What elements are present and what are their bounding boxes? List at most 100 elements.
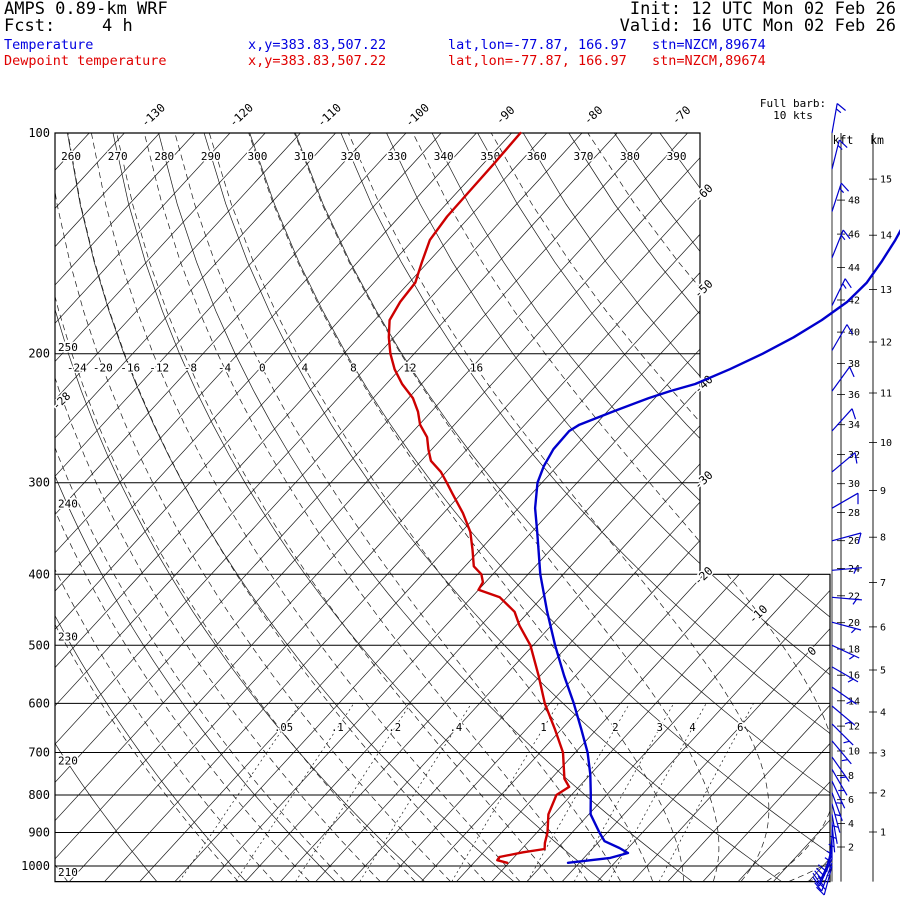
moist-adiabat-lines <box>55 133 830 882</box>
kft-tick-label: 30 <box>848 479 860 490</box>
mixing-ratio-label: .1 <box>331 722 344 734</box>
km-tick-label: 14 <box>880 231 892 242</box>
km-tick-label: 10 <box>880 438 892 449</box>
pressure-tick-label: 900 <box>28 825 50 839</box>
km-tick-label: 7 <box>880 578 886 589</box>
kft-tick-label: 40 <box>848 328 860 339</box>
kft-tick-label: 22 <box>848 591 860 602</box>
dry-adiabat-label: 310 <box>294 150 314 163</box>
dry-adiabat-label: 220 <box>58 755 78 768</box>
valid-time: Valid: 16 UTC Mon 02 Feb 26 <box>619 16 896 36</box>
isotherm-label-top: -120 <box>226 100 256 129</box>
kft-tick-label: 12 <box>848 722 860 733</box>
isotherm-label-top: -70 <box>669 103 694 127</box>
isotherm-label-top: -110 <box>314 100 344 129</box>
dry-adiabat-label: 230 <box>58 630 78 643</box>
pressure-tick-label: 600 <box>28 696 50 710</box>
dry-adiabat-label: 330 <box>387 150 407 163</box>
forecast-hour-label: Fcst: <box>4 16 56 36</box>
moist-adiabat-label: -24 <box>67 362 87 375</box>
legend-temperature-label: Temperature <box>4 37 94 53</box>
mixing-ratio-label: .2 <box>388 722 401 734</box>
moist-adiabat-label: -16 <box>120 362 140 375</box>
moist-adiabat-label: 8 <box>350 362 357 375</box>
dry-adiabat-lines <box>55 133 830 882</box>
km-tick-label: 9 <box>880 486 886 497</box>
wind-barbs <box>812 103 862 896</box>
dry-adiabat-label: 270 <box>108 150 128 163</box>
mixing-ratio-label: .4 <box>450 722 463 734</box>
pressure-tick-label: 800 <box>28 788 50 802</box>
moist-adiabat-label: -4 <box>218 362 232 375</box>
barb-note-line2: 10 kts <box>773 109 813 122</box>
km-tick-label: 6 <box>880 622 886 633</box>
moist-adiabat-label: 0 <box>259 362 266 375</box>
pressure-tick-label: 200 <box>28 347 50 361</box>
app-title: AMPS 0.89-km WRF <box>4 0 168 19</box>
kft-tick-label: 26 <box>848 536 860 547</box>
moist-adiabat-label: 12 <box>403 362 416 375</box>
mixing-ratio-label: 4 <box>689 722 695 734</box>
moist-adiabat-label: 4 <box>301 362 308 375</box>
km-tick-label: 15 <box>880 175 892 186</box>
km-tick-label: 12 <box>880 338 892 349</box>
dry-adiabat-label: 380 <box>620 150 640 163</box>
isotherm-label-top: -80 <box>581 103 606 127</box>
kft-tick-label: 6 <box>848 795 854 806</box>
dry-adiabat-label: 360 <box>527 150 547 163</box>
mixing-ratio-label: 1 <box>540 722 546 734</box>
pressure-tick-label: 700 <box>28 745 50 759</box>
kft-tick-label: 18 <box>848 645 860 656</box>
dry-adiabat-label: 210 <box>58 866 78 879</box>
dry-adiabat-label: 250 <box>58 341 78 354</box>
isotherm-lines <box>55 133 830 882</box>
isotherm-label-right: -10 <box>746 602 771 626</box>
kft-tick-label: 24 <box>848 564 860 575</box>
km-tick-label: 5 <box>880 665 886 676</box>
barb-note-line1: Full barb: <box>760 97 826 110</box>
moist-adiabat-label: 16 <box>470 362 483 375</box>
pressure-gridlines <box>54 132 833 883</box>
mixing-ratio-label: 2 <box>612 722 618 734</box>
km-tick-label: 3 <box>880 748 886 759</box>
kft-tick-label: 38 <box>848 359 860 370</box>
km-axis-title: km <box>870 133 884 147</box>
km-tick-label: 2 <box>880 788 886 799</box>
dewpoint-curve <box>387 131 571 864</box>
pressure-tick-label: 1000 <box>21 859 50 873</box>
legend-dewpoint-xy: x,y=383.83,507.22 <box>248 53 387 69</box>
legend-temperature-station: stn=NZCM,89674 <box>652 37 766 53</box>
kft-tick-label: 28 <box>848 508 860 519</box>
legend-temperature-xy: x,y=383.83,507.22 <box>248 37 387 53</box>
mixing-ratio-label: 6 <box>737 722 743 734</box>
kft-tick-label: 20 <box>848 618 860 629</box>
barb-note: Full barb:10 kts <box>760 97 826 122</box>
legend-dewpoint-latlon: lat,lon=-77.87, 166.97 <box>448 53 627 69</box>
kft-axis-title: kft <box>833 133 854 147</box>
kft-tick-label: 36 <box>848 390 860 401</box>
mixing-ratio-label: 3 <box>657 722 663 734</box>
moist-adiabat-label: -12 <box>149 362 169 375</box>
isotherm-label-right: -30 <box>691 468 716 492</box>
kft-tick-label: 48 <box>848 196 860 207</box>
kft-tick-label: 2 <box>848 843 854 854</box>
dry-adiabat-label: 240 <box>58 497 78 510</box>
height-axis-kft: kft2468101214161820222426283032343638404… <box>833 133 860 882</box>
km-tick-label: 8 <box>880 533 886 544</box>
kft-tick-label: 16 <box>848 671 860 682</box>
pressure-tick-label: 500 <box>28 638 50 652</box>
kft-tick-label: 42 <box>848 296 860 307</box>
kft-tick-label: 32 <box>848 450 860 461</box>
kft-tick-label: 8 <box>848 771 854 782</box>
isotherm-label-top: -90 <box>493 103 518 127</box>
moist-adiabat-label: -28 <box>50 390 73 413</box>
legend-dewpoint-label: Dewpoint temperature <box>4 53 167 69</box>
dry-adiabat-label: 260 <box>61 150 81 163</box>
kft-tick-label: 4 <box>848 819 854 830</box>
mixing-ratio-lines <box>179 703 754 882</box>
km-tick-label: 1 <box>880 828 886 839</box>
temperature-curve <box>533 228 900 864</box>
isotherm-label-right: -50 <box>691 277 716 301</box>
km-tick-label: 13 <box>880 285 892 296</box>
